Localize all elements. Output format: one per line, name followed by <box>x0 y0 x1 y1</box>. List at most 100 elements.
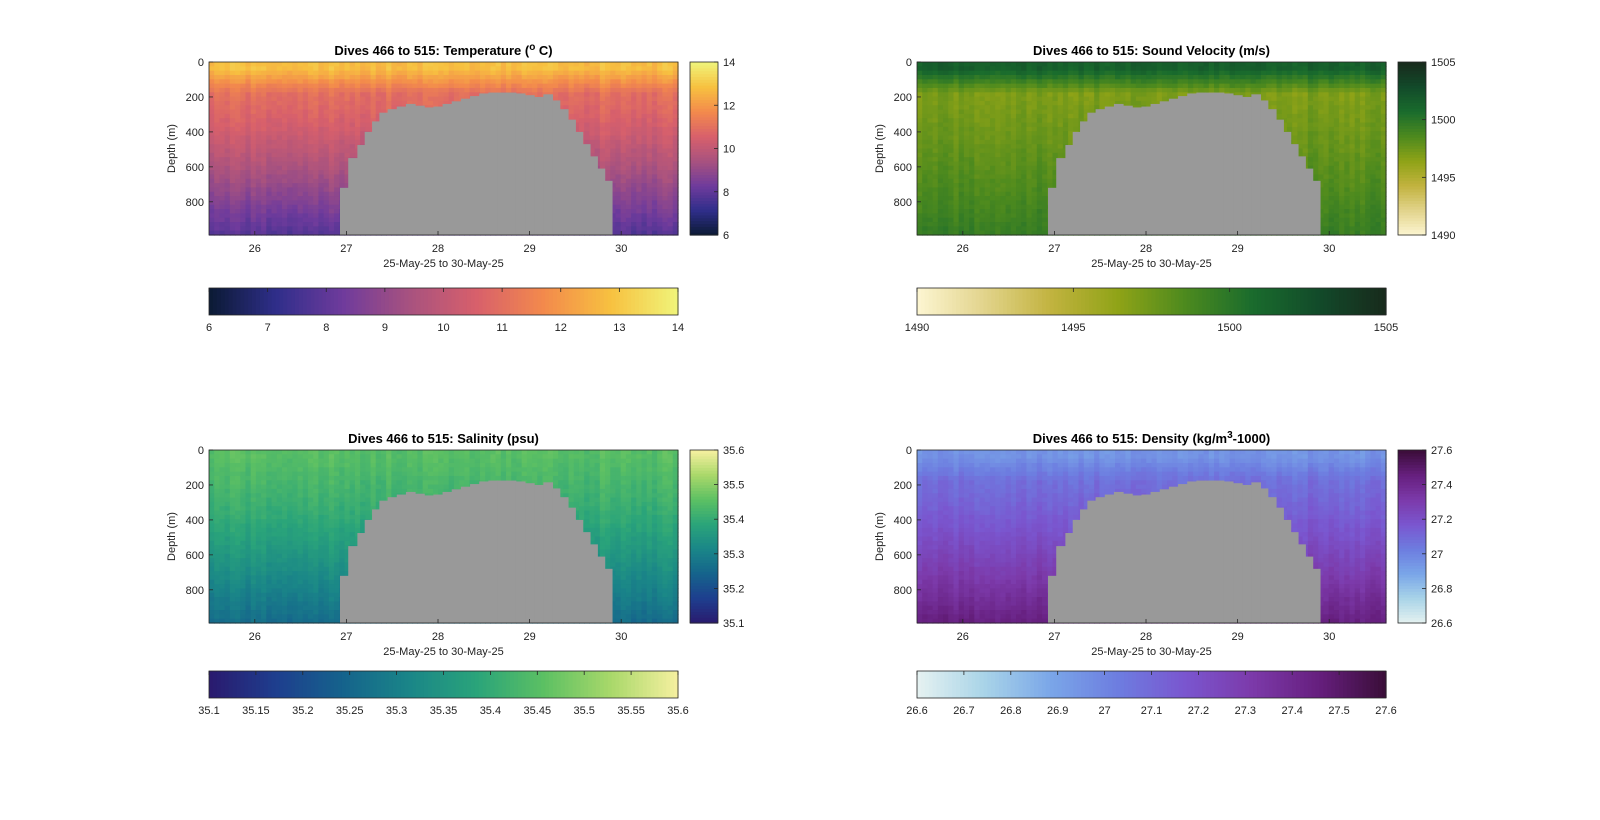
heatmap-cell <box>334 118 340 123</box>
colorbar-segment <box>483 288 488 315</box>
heatmap-cell <box>391 92 397 97</box>
heatmap-cell <box>261 110 267 115</box>
heatmap-cell <box>1006 174 1012 179</box>
heatmap-cell <box>412 84 418 89</box>
heatmap-cell <box>334 153 340 158</box>
heatmap-cell <box>953 183 959 188</box>
heatmap-cell <box>298 205 304 210</box>
heatmap-cell <box>1042 218 1048 223</box>
heatmap-cell <box>214 170 220 175</box>
heatmap-cell <box>339 79 345 84</box>
heatmap-cell <box>303 222 309 227</box>
heatmap-cell <box>1016 123 1022 128</box>
heatmap-cell <box>1000 196 1006 201</box>
colorbar-segment <box>662 288 667 315</box>
heatmap-cell <box>621 200 627 205</box>
heatmap-cell <box>953 192 959 197</box>
heatmap-cell <box>391 97 397 102</box>
heatmap-cell <box>511 79 517 84</box>
heatmap-cell <box>662 226 668 231</box>
heatmap-cell <box>230 136 236 141</box>
heatmap-cell <box>636 192 642 197</box>
heatmap-cell <box>980 218 986 223</box>
heatmap-cell <box>621 92 627 97</box>
heatmap-cell <box>938 118 944 123</box>
heatmap-cell <box>303 183 309 188</box>
heatmap-cell <box>927 200 933 205</box>
colorbar-segment <box>569 288 574 315</box>
heatmap-cell <box>1006 101 1012 106</box>
heatmap-cell <box>266 183 272 188</box>
heatmap-cell <box>579 88 585 93</box>
heatmap-cell <box>438 71 444 76</box>
heatmap-cell <box>969 101 975 106</box>
heatmap-cell <box>636 88 642 93</box>
heatmap-cell <box>652 71 658 76</box>
heatmap-cell <box>964 66 970 71</box>
heatmap-cell <box>922 123 928 128</box>
heatmap-cell <box>990 75 996 80</box>
heatmap-cell <box>969 66 975 71</box>
heatmap-cell <box>974 170 980 175</box>
heatmap-cell <box>990 170 996 175</box>
heatmap-cell <box>933 157 939 162</box>
heatmap-cell <box>1042 179 1048 184</box>
heatmap-cell <box>407 88 413 93</box>
heatmap-cell <box>610 66 616 71</box>
heatmap-cell <box>417 88 423 93</box>
heatmap-cell <box>662 136 668 141</box>
heatmap-cell <box>631 118 637 123</box>
heatmap-cell <box>948 101 954 106</box>
heatmap-cell <box>292 222 298 227</box>
heatmap-cell <box>324 196 330 201</box>
heatmap-cell <box>1021 84 1027 89</box>
heatmap-cell <box>235 140 241 145</box>
heatmap-cell <box>245 179 251 184</box>
colorbar-segment <box>420 288 425 315</box>
heatmap-cell <box>938 114 944 119</box>
heatmap-cell <box>371 101 377 106</box>
colorbar-tick-label: 8 <box>323 322 329 334</box>
heatmap-cell <box>589 110 595 115</box>
heatmap-cell <box>948 118 954 123</box>
heatmap-cell <box>308 131 314 136</box>
heatmap-cell <box>569 75 575 80</box>
heatmap-cell <box>449 97 455 102</box>
heatmap-cell <box>209 200 215 205</box>
heatmap-cell <box>303 166 309 171</box>
heatmap-cell <box>969 144 975 149</box>
heatmap-cell <box>303 88 309 93</box>
heatmap-cell <box>324 101 330 106</box>
heatmap-cell <box>995 179 1001 184</box>
heatmap-cell <box>277 161 283 166</box>
heatmap-cell <box>235 183 241 188</box>
heatmap-cell <box>1016 174 1022 179</box>
colorbar-segment <box>615 288 620 315</box>
heatmap-cell <box>272 187 278 192</box>
heatmap-cell <box>381 97 387 102</box>
heatmap-cell <box>610 114 616 119</box>
heatmap-cell <box>329 110 335 115</box>
heatmap-cell <box>948 213 954 218</box>
heatmap-cell <box>1032 222 1038 227</box>
heatmap-cell <box>1000 192 1006 197</box>
heatmap-cell <box>1032 166 1038 171</box>
heatmap-cell <box>350 123 356 128</box>
heatmap-cell <box>433 101 439 106</box>
heatmap-cell <box>980 187 986 192</box>
heatmap-cell <box>277 153 283 158</box>
heatmap-cell <box>927 140 933 145</box>
heatmap-cell <box>444 97 450 102</box>
heatmap-cell <box>1037 157 1043 162</box>
heatmap-cell <box>980 226 986 231</box>
heatmap-cell <box>1047 92 1053 97</box>
heatmap-cell <box>412 88 418 93</box>
heatmap-cell <box>272 196 278 201</box>
heatmap-cell <box>261 187 267 192</box>
heatmap-cell <box>990 183 996 188</box>
heatmap-cell <box>272 84 278 89</box>
heatmap-cell <box>636 136 642 141</box>
heatmap-cell <box>287 114 293 119</box>
seafloor-step <box>357 145 365 235</box>
colorbar-segment <box>486 288 491 315</box>
